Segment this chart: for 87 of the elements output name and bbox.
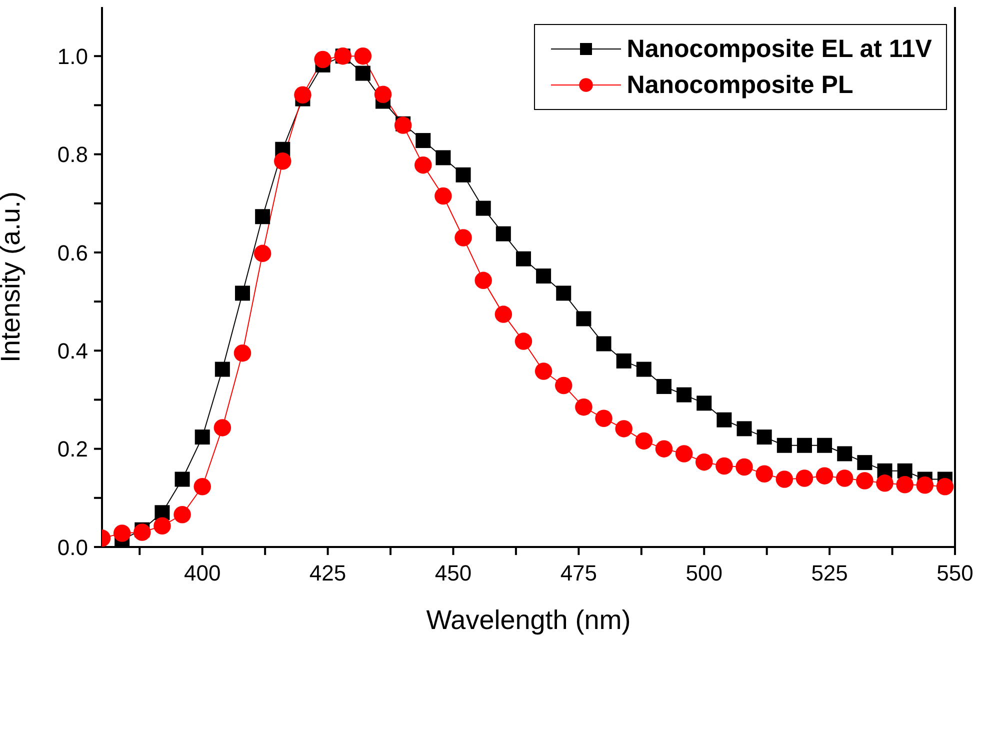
point [234,344,252,362]
point [655,440,673,458]
point [716,457,733,475]
point [916,476,934,494]
x-tick-label: 400 [184,560,221,586]
point [294,86,312,104]
point [454,229,472,246]
x-axis-title: Wavelength (nm) [426,605,631,635]
x-tick-label: 525 [811,560,848,586]
point [474,272,492,290]
point [534,362,552,380]
point [857,455,872,470]
y-tick-label: 0.4 [57,338,88,364]
point [374,86,392,104]
point [897,463,912,478]
point [556,286,572,301]
y-tick-label: 0.6 [57,240,88,266]
point [514,332,532,350]
point [154,517,171,535]
point [314,50,332,68]
point [354,47,372,65]
point [414,156,432,174]
point [796,470,814,487]
point [134,524,151,541]
point [555,376,572,394]
point [476,200,491,216]
point [214,362,230,377]
point [636,362,652,377]
y-tick-label: 0.0 [57,534,88,560]
y-tick-label: 1.0 [57,44,88,69]
point [615,420,632,438]
point [756,430,772,445]
point [837,446,852,462]
point [274,152,292,170]
point [776,438,792,453]
point [494,306,512,323]
x-tick-label: 450 [434,560,472,586]
point [896,476,914,494]
point [716,412,732,428]
point [596,336,612,352]
point [817,438,832,453]
point [214,419,232,436]
point [174,506,191,524]
point [696,396,712,411]
point [576,311,592,326]
point [736,458,753,476]
point [736,421,752,436]
point [695,453,713,471]
y-tick-label: 0.2 [57,436,88,462]
point [255,209,270,224]
y-tick-label: 0.8 [57,142,88,168]
point [936,478,954,496]
point [796,438,812,453]
point [436,150,451,166]
y-axis-title: Intensity (a.u.) [0,191,26,363]
point [113,524,131,542]
point [616,353,632,368]
point [676,387,692,402]
point [635,432,653,450]
point [536,268,552,284]
x-tick-label: 550 [936,560,974,586]
point [776,470,794,488]
point [595,410,612,428]
point [816,467,834,484]
point [876,474,894,492]
legend-label: Nanocomposite EL at 11V [626,34,932,64]
x-tick-label: 500 [686,560,722,586]
point [416,133,431,148]
point [194,478,211,496]
point [254,244,272,262]
point [194,430,210,445]
point [174,472,190,487]
x-tick-label: 425 [309,560,346,586]
point [516,251,531,266]
point [434,187,452,205]
legend-label: Nanocomposite PL [626,70,854,100]
point [496,226,511,242]
point [836,470,854,487]
point [656,378,672,394]
x-tick-label: 475 [560,560,598,586]
point [756,465,773,482]
point [675,445,693,462]
point [456,167,471,182]
point [856,472,874,490]
point [575,398,592,416]
point [355,66,370,81]
point [234,286,250,301]
